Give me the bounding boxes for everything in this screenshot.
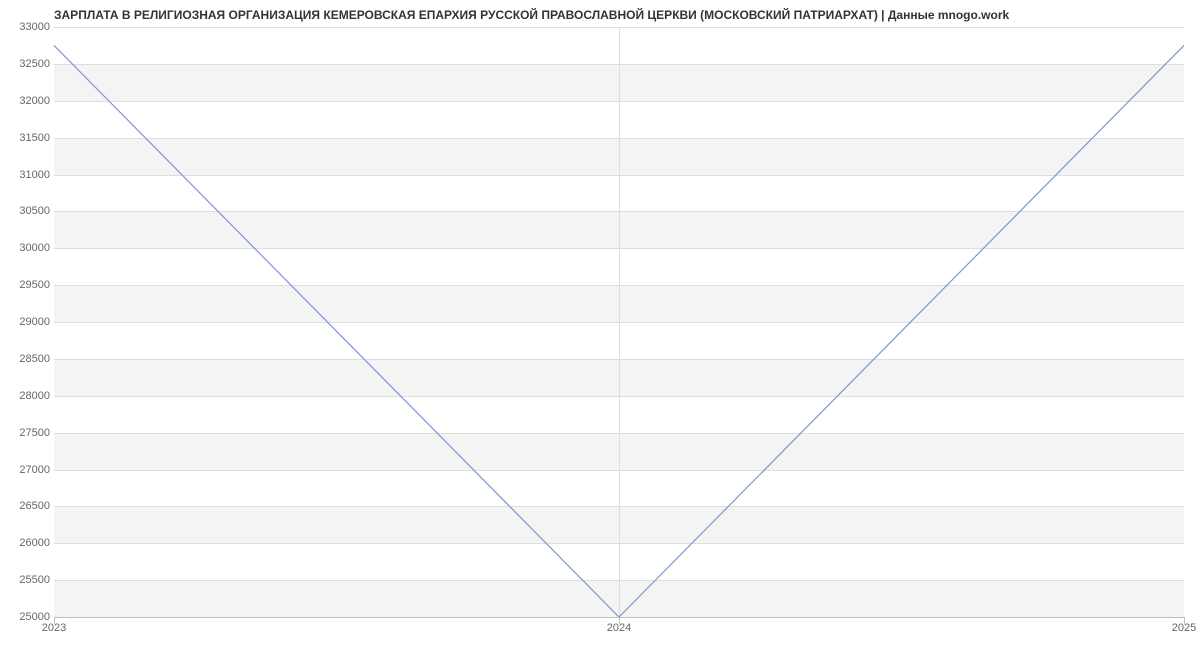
x-tick — [1184, 617, 1185, 624]
y-tick-label: 29000 — [19, 316, 50, 328]
salary-chart: ЗАРПЛАТА В РЕЛИГИОЗНАЯ ОРГАНИЗАЦИЯ КЕМЕР… — [0, 0, 1200, 650]
y-tick-label: 30500 — [19, 205, 50, 217]
y-tick-label: 26000 — [19, 537, 50, 549]
y-tick-label: 26500 — [19, 500, 50, 512]
y-tick-label: 32000 — [19, 95, 50, 107]
y-tick-label: 28500 — [19, 353, 50, 365]
x-tick — [619, 617, 620, 624]
y-tick-label: 31000 — [19, 169, 50, 181]
plot-area — [54, 27, 1184, 617]
y-tick-label: 28000 — [19, 390, 50, 402]
y-tick-label: 27000 — [19, 464, 50, 476]
y-tick-label: 31500 — [19, 132, 50, 144]
line-layer — [54, 27, 1184, 617]
y-tick-label: 33000 — [19, 21, 50, 33]
data-line — [54, 45, 1184, 617]
chart-title: ЗАРПЛАТА В РЕЛИГИОЗНАЯ ОРГАНИЗАЦИЯ КЕМЕР… — [54, 8, 1009, 22]
y-tick-label: 27500 — [19, 427, 50, 439]
y-tick-label: 25500 — [19, 574, 50, 586]
y-tick-label: 29500 — [19, 279, 50, 291]
y-tick-label: 32500 — [19, 58, 50, 70]
x-tick — [54, 617, 55, 624]
y-tick-label: 30000 — [19, 242, 50, 254]
